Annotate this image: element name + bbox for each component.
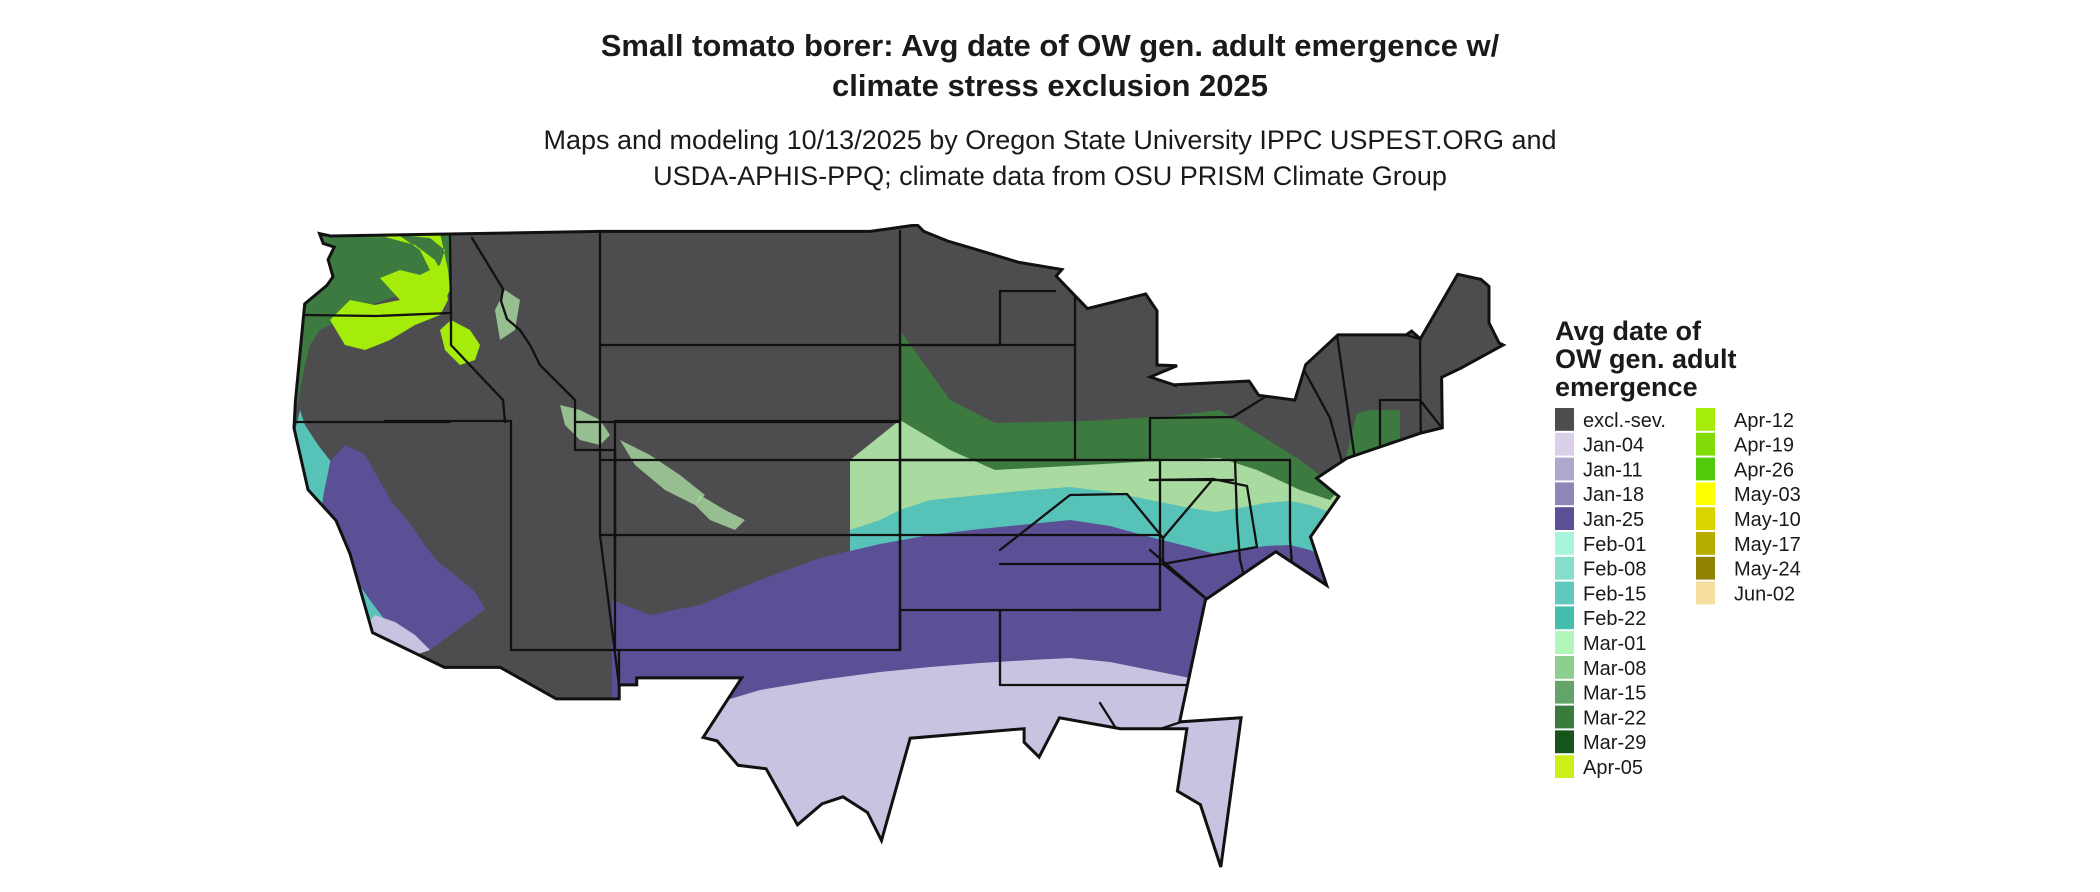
svg-text:Jan-04: Jan-04 xyxy=(1583,435,1644,457)
svg-text:emergence: emergence xyxy=(1555,372,1698,402)
svg-text:Jun-02: Jun-02 xyxy=(1734,583,1795,605)
svg-text:Feb-15: Feb-15 xyxy=(1583,583,1646,605)
svg-text:May-17: May-17 xyxy=(1734,534,1801,556)
svg-text:Mar-22: Mar-22 xyxy=(1583,707,1646,729)
svg-text:Feb-22: Feb-22 xyxy=(1583,608,1646,630)
svg-text:May-24: May-24 xyxy=(1734,559,1801,581)
svg-text:Apr-05: Apr-05 xyxy=(1583,757,1643,779)
svg-text:Jan-11: Jan-11 xyxy=(1583,459,1643,481)
svg-text:Avg date of: Avg date of xyxy=(1555,316,1702,346)
svg-text:Mar-15: Mar-15 xyxy=(1583,683,1646,705)
svg-text:Mar-29: Mar-29 xyxy=(1583,732,1646,754)
svg-text:OW gen. adult: OW gen. adult xyxy=(1555,344,1737,374)
svg-text:Feb-01: Feb-01 xyxy=(1583,534,1646,556)
svg-text:Jan-18: Jan-18 xyxy=(1583,484,1644,506)
svg-text:May-10: May-10 xyxy=(1734,509,1801,531)
svg-text:Mar-01: Mar-01 xyxy=(1583,633,1646,655)
svg-text:Mar-08: Mar-08 xyxy=(1583,658,1646,680)
svg-text:excl.-sev.: excl.-sev. xyxy=(1583,410,1666,432)
svg-text:Apr-19: Apr-19 xyxy=(1734,435,1794,457)
svg-text:Jan-25: Jan-25 xyxy=(1583,509,1644,531)
svg-text:Apr-12: Apr-12 xyxy=(1734,410,1794,432)
svg-text:Feb-08: Feb-08 xyxy=(1583,559,1646,581)
svg-text:Apr-26: Apr-26 xyxy=(1734,459,1794,481)
svg-text:May-03: May-03 xyxy=(1734,484,1801,506)
